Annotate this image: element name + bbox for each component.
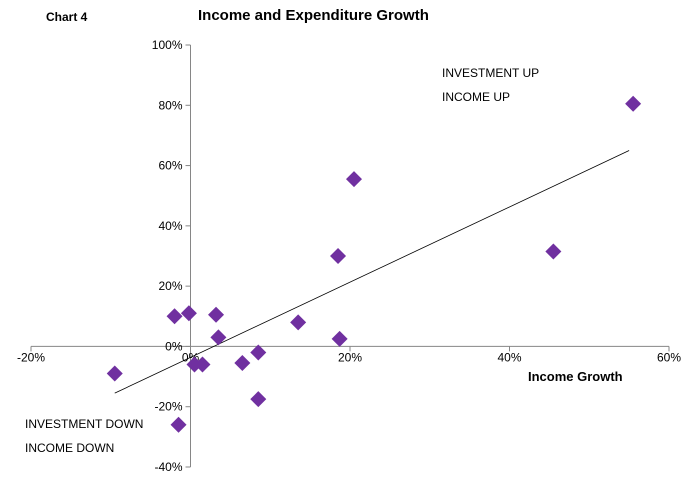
y-tick-label: 100% [152,38,183,52]
quadrant-label-lower-left: INVESTMENT DOWN INCOME DOWN [25,412,143,460]
y-tick-label: 60% [158,159,182,173]
data-point [180,305,197,322]
quadrant-label-upper-right: INVESTMENT UP INCOME UP [442,61,539,109]
quadrant-label-line: INVESTMENT DOWN [25,417,144,431]
y-tick-label: 80% [158,98,182,112]
y-tick-label: 0% [165,339,183,353]
quadrant-label-line: INCOME UP [442,90,511,104]
x-axis-title: Income Growth [528,369,623,384]
data-point [330,248,347,264]
y-tick-label: -20% [154,400,182,414]
quadrant-label-line: INCOME DOWN [25,441,115,455]
data-point [194,356,211,373]
y-tick-label: -40% [154,460,182,474]
data-point [250,344,267,361]
data-point [545,243,562,260]
data-point [290,314,307,331]
y-tick-label: 20% [158,279,182,293]
data-point [234,355,251,372]
data-point [210,329,227,346]
chart-number-label: Chart 4 [46,10,88,24]
data-point [331,330,348,347]
data-point [208,306,225,323]
trendline [114,150,630,394]
x-tick-label: 60% [657,350,681,364]
data-point [166,308,183,325]
x-tick-label: 20% [338,350,362,364]
data-point [625,95,642,112]
quadrant-label-line: INVESTMENT UP [442,66,540,80]
data-point [170,416,187,433]
data-point [250,391,267,408]
data-point [106,365,123,382]
y-tick-label: 40% [158,219,182,233]
chart-title: Income and Expenditure Growth [198,7,429,24]
x-tick-label: 40% [497,350,521,364]
x-tick-label: -20% [17,350,45,364]
data-point [345,171,362,188]
